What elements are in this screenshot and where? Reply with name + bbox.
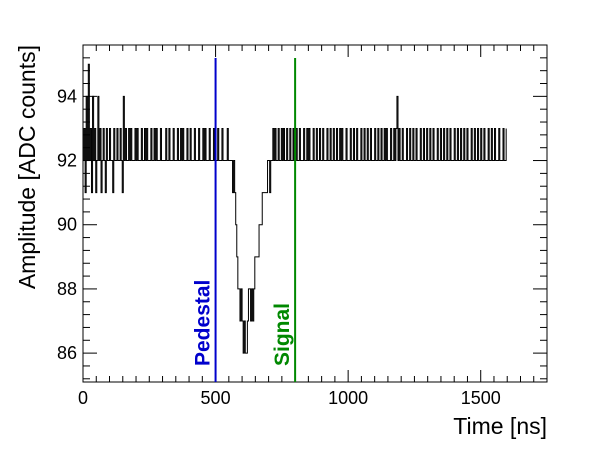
y-tick-label: 86 [57,343,77,363]
marker-label-pedestal: Pedestal [192,280,215,366]
y-tick-label: 88 [57,279,77,299]
y-tick-label: 90 [57,215,77,235]
waveform-series [83,63,507,354]
marker-label-signal: Signal [271,303,294,366]
x-tick-label: 0 [78,388,88,408]
plot-frame [82,44,548,383]
x-tick-label: 1500 [461,388,501,408]
axis-ticks: 0 500 1000 1500 86 88 90 92 94 [57,45,548,408]
x-tick-label: 1000 [328,388,368,408]
waveform-line [83,63,507,354]
marker-lines: Pedestal Signal [192,58,297,382]
x-tick-label: 500 [201,388,231,408]
y-tick-label: 92 [57,151,77,171]
y-axis-title: Amplitude [ADC counts] [14,45,40,289]
x-axis-title: Time [ns] [453,413,547,439]
y-tick-label: 94 [57,86,77,106]
